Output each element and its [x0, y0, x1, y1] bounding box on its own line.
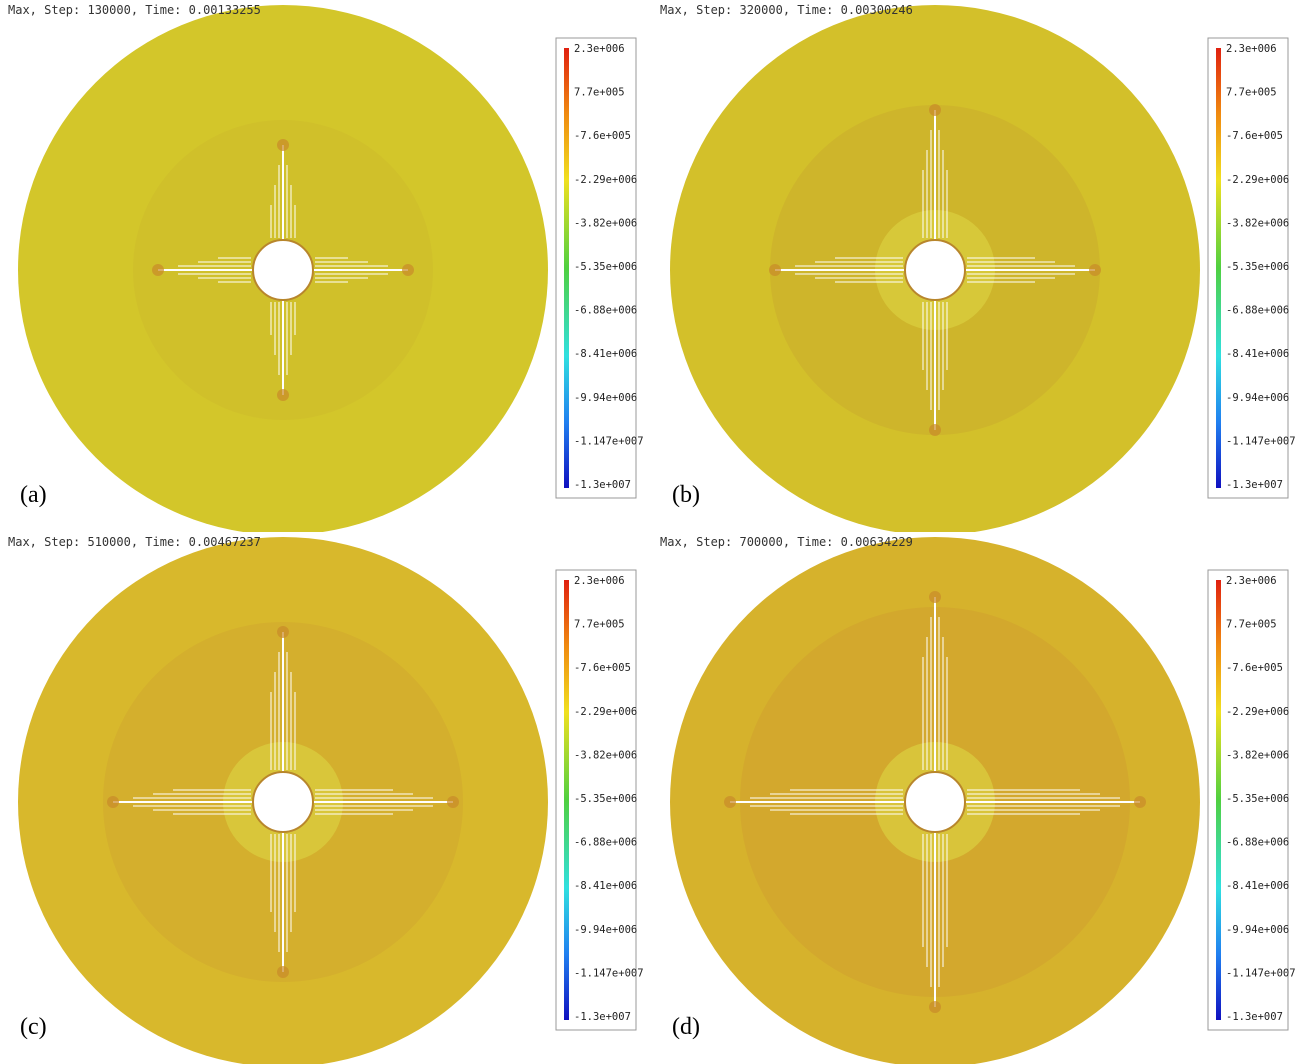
colorbar-label: 7.7e+005 — [1226, 87, 1277, 99]
crack-tip — [447, 796, 459, 808]
colorbar-label: -9.94e+006 — [574, 924, 637, 936]
colorbar-label: -5.35e+006 — [1226, 793, 1289, 805]
colorbar-label: -9.94e+006 — [1226, 924, 1289, 936]
crack-tip — [929, 104, 941, 116]
colorbar — [1216, 580, 1221, 1020]
crack-tip — [1134, 796, 1146, 808]
colorbar-label: 7.7e+005 — [574, 619, 625, 631]
colorbar-label: 2.3e+006 — [1226, 575, 1277, 587]
colorbar-label: -1.3e+007 — [1226, 479, 1283, 491]
colorbar — [1216, 48, 1221, 488]
panel: Max, Step: 700000, Time: 0.00634229 (d) 2.… — [652, 532, 1305, 1064]
panel-header: Max, Step: 510000, Time: 0.00467237 — [8, 535, 261, 549]
crack-tip — [769, 264, 781, 276]
colorbar — [564, 580, 569, 1020]
colorbar-label: -3.82e+006 — [574, 217, 637, 229]
colorbar-label: -3.82e+006 — [1226, 749, 1289, 761]
borehole — [904, 239, 966, 301]
borehole — [252, 239, 314, 301]
crack-tip — [277, 389, 289, 401]
colorbar-label: -8.41e+006 — [1226, 348, 1289, 360]
panel-label: (d) — [672, 1014, 700, 1040]
colorbar-label: -1.147e+007 — [574, 967, 644, 979]
colorbar-label: -6.88e+006 — [574, 837, 637, 849]
colorbar-box — [555, 569, 637, 1031]
crack-tip — [929, 424, 941, 436]
panel-header: Max, Step: 700000, Time: 0.00634229 — [660, 535, 913, 549]
colorbar-label: -1.3e+007 — [1226, 1011, 1283, 1023]
colorbar-label: -8.41e+006 — [574, 880, 637, 892]
colorbar-label: -2.29e+006 — [1226, 706, 1289, 718]
crack-tip — [152, 264, 164, 276]
colorbar-label: -8.41e+006 — [1226, 880, 1289, 892]
colorbar-label: -5.35e+006 — [574, 793, 637, 805]
colorbar-label: -6.88e+006 — [1226, 837, 1289, 849]
colorbar-label: -6.88e+006 — [1226, 305, 1289, 317]
colorbar-box — [1207, 37, 1289, 499]
colorbar-label: -8.41e+006 — [574, 348, 637, 360]
crack-tip — [277, 626, 289, 638]
crack-tip — [929, 1001, 941, 1013]
crack-tip — [277, 139, 289, 151]
colorbar-label: -1.147e+007 — [1226, 967, 1296, 979]
colorbar-label: -3.82e+006 — [1226, 217, 1289, 229]
colorbar-label: -7.6e+005 — [574, 130, 631, 142]
cracks — [158, 145, 408, 395]
colorbar-label: -6.88e+006 — [574, 305, 637, 317]
panel-svg: Max, Step: 130000, Time: 0.00133255 (a) 2.… — [8, 3, 644, 532]
panel-label: (b) — [672, 482, 700, 508]
panel-svg: Max, Step: 700000, Time: 0.00634229 (d) 2.… — [660, 535, 1296, 1064]
colorbar-label: -1.147e+007 — [574, 435, 644, 447]
colorbar-label: 7.7e+005 — [1226, 619, 1277, 631]
colorbar-label: -7.6e+005 — [1226, 662, 1283, 674]
crack-tip — [929, 591, 941, 603]
panel: Max, Step: 130000, Time: 0.00133255 (a) 2.… — [0, 0, 653, 532]
colorbar-label: 2.3e+006 — [574, 575, 625, 587]
cracks — [730, 597, 1140, 1007]
crack-tip — [1089, 264, 1101, 276]
colorbar-label: -2.29e+006 — [574, 174, 637, 186]
colorbar-label: -1.147e+007 — [1226, 435, 1296, 447]
colorbar-box — [555, 37, 637, 499]
panel-label: (a) — [20, 482, 47, 508]
cracks — [775, 110, 1095, 430]
panel-svg: Max, Step: 510000, Time: 0.00467237 (c) 2.… — [8, 535, 644, 1064]
colorbar-label: -1.3e+007 — [574, 479, 631, 491]
colorbar-label: 7.7e+005 — [574, 87, 625, 99]
panel-header: Max, Step: 320000, Time: 0.00300246 — [660, 3, 913, 17]
colorbar-label: -5.35e+006 — [1226, 261, 1289, 273]
colorbar-label: -2.29e+006 — [574, 706, 637, 718]
cracks — [113, 632, 453, 972]
panel: Max, Step: 320000, Time: 0.00300246 (b) 2.… — [652, 0, 1305, 532]
colorbar-label: -9.94e+006 — [1226, 392, 1289, 404]
colorbar-label: -9.94e+006 — [574, 392, 637, 404]
colorbar-box — [1207, 569, 1289, 1031]
colorbar — [564, 48, 569, 488]
borehole — [252, 771, 314, 833]
panel-label: (c) — [20, 1014, 47, 1040]
panel-header: Max, Step: 130000, Time: 0.00133255 — [8, 3, 261, 17]
crack-tip — [724, 796, 736, 808]
colorbar-label: -3.82e+006 — [574, 749, 637, 761]
colorbar-label: -7.6e+005 — [574, 662, 631, 674]
colorbar-label: 2.3e+006 — [574, 43, 625, 55]
panel-svg: Max, Step: 320000, Time: 0.00300246 (b) 2.… — [660, 3, 1296, 532]
crack-tip — [402, 264, 414, 276]
colorbar-label: 2.3e+006 — [1226, 43, 1277, 55]
colorbar-label: -2.29e+006 — [1226, 174, 1289, 186]
colorbar-label: -5.35e+006 — [574, 261, 637, 273]
borehole — [904, 771, 966, 833]
colorbar-label: -1.3e+007 — [574, 1011, 631, 1023]
crack-tip — [107, 796, 119, 808]
panel: Max, Step: 510000, Time: 0.00467237 (c) 2.… — [0, 532, 653, 1064]
colorbar-label: -7.6e+005 — [1226, 130, 1283, 142]
crack-tip — [277, 966, 289, 978]
